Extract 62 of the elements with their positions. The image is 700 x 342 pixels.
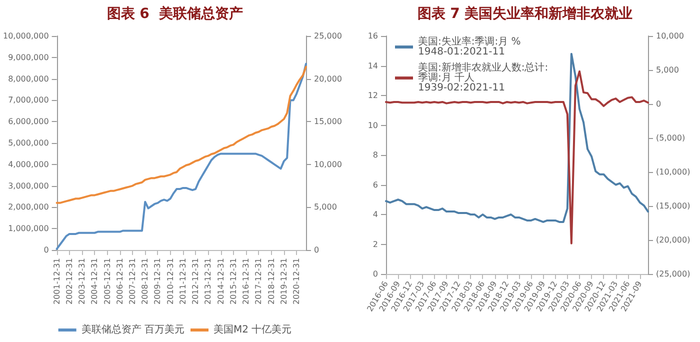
y2-tick-label: 5,000 [314, 202, 337, 212]
x-tick-label: 2018-12-31 [266, 258, 276, 304]
x-tick-label: 2015-12-31 [228, 258, 238, 304]
x-tick-label: 2009-12-31 [153, 258, 162, 304]
y-tick-label: 0 [372, 270, 378, 278]
x-tick-label: 2007-12-31 [128, 258, 138, 304]
y-tick-label: 4,000,000 [8, 160, 49, 169]
y-tick-label: 0 [44, 246, 49, 254]
x-tick-label: 2003-12-31 [78, 258, 87, 304]
legend-label: 美国:失业率:季调:月 % 1948-01:2021-11 [418, 36, 524, 58]
y-tick-label: 5,000,000 [8, 138, 49, 148]
y2-tick-label: (5,000) [656, 134, 686, 142]
y2-tick-label: (15,000) [656, 202, 690, 210]
y2-tick-label: 15,000 [314, 117, 342, 126]
y-tick-label: 2 [372, 240, 378, 249]
x-tick-label: 2002-12-31 [64, 258, 74, 304]
y2-tick-label: 20,000 [314, 74, 342, 84]
y-tick-label: 4 [372, 210, 378, 219]
y-tick-label: 7,000,000 [8, 96, 49, 105]
y-tick-label: 8,000,000 [8, 74, 49, 84]
x-tick-label: 2019-12-31 [279, 258, 288, 304]
y-tick-label: 6,000,000 [8, 117, 49, 126]
y-tick-label: 9,000,000 [8, 52, 49, 62]
y-tick-label: 3,000,000 [8, 181, 49, 190]
line-series [56, 66, 307, 204]
x-tick-label: 2016-12-31 [242, 258, 251, 304]
x-tick-label: 2008-12-31 [140, 258, 150, 304]
y-tick-label: 8 [372, 150, 378, 160]
y-tick-label: 10 [368, 120, 378, 130]
y2-tick-label: 0 [656, 100, 662, 108]
x-tick-label: 2017-12-31 [254, 258, 264, 304]
x-tick-label: 2004-12-31 [90, 258, 100, 304]
legend-label: 美国M2 十亿美元 [214, 324, 292, 336]
y-tick-label: 6 [372, 180, 378, 190]
x-tick-label: 2013-12-31 [204, 258, 213, 304]
x-tick-label: 2005-12-31 [102, 258, 112, 304]
line-series [385, 70, 649, 244]
y2-tick-label: 5,000 [656, 66, 679, 74]
x-tick-label: 2006-12-31 [115, 258, 124, 304]
x-tick-label: 2014-12-31 [216, 258, 226, 304]
chart-title: 图表 6 美联储总资产 [106, 5, 244, 22]
chart-title: 图表 7 美国失业率和新增非农就业 [417, 5, 633, 22]
x-tick-label: 2011-12-31 [178, 258, 188, 304]
x-tick-label: 2010-12-31 [166, 258, 175, 304]
y2-tick-label: (20,000) [656, 236, 690, 244]
y2-tick-label: (25,000) [656, 270, 690, 278]
y2-tick-label: (10,000) [656, 168, 690, 176]
x-tick-label: 2020-12-31 [292, 258, 302, 304]
y-tick-label: 10,000,000 [2, 32, 49, 40]
y-tick-label: 14 [368, 61, 378, 70]
x-tick-label: 2001-12-31 [52, 258, 62, 304]
y2-tick-label: 10,000 [656, 32, 684, 40]
y2-tick-label: 0 [314, 246, 320, 254]
y2-tick-label: 25,000 [314, 32, 342, 40]
y-tick-label: 12 [368, 91, 378, 100]
y-tick-label: 16 [368, 32, 378, 40]
y-tick-label: 2,000,000 [8, 202, 49, 212]
legend-label: 美国:新增非农就业人数:总计:季调:月 千人 1939-02:2021-11 [418, 62, 548, 94]
x-tick-label: 2012-12-31 [191, 258, 200, 304]
legend-label: 美联储总资产 百万美元 [81, 324, 185, 336]
y-tick-label: 1,000,000 [8, 224, 49, 234]
y2-tick-label: 10,000 [314, 160, 342, 169]
